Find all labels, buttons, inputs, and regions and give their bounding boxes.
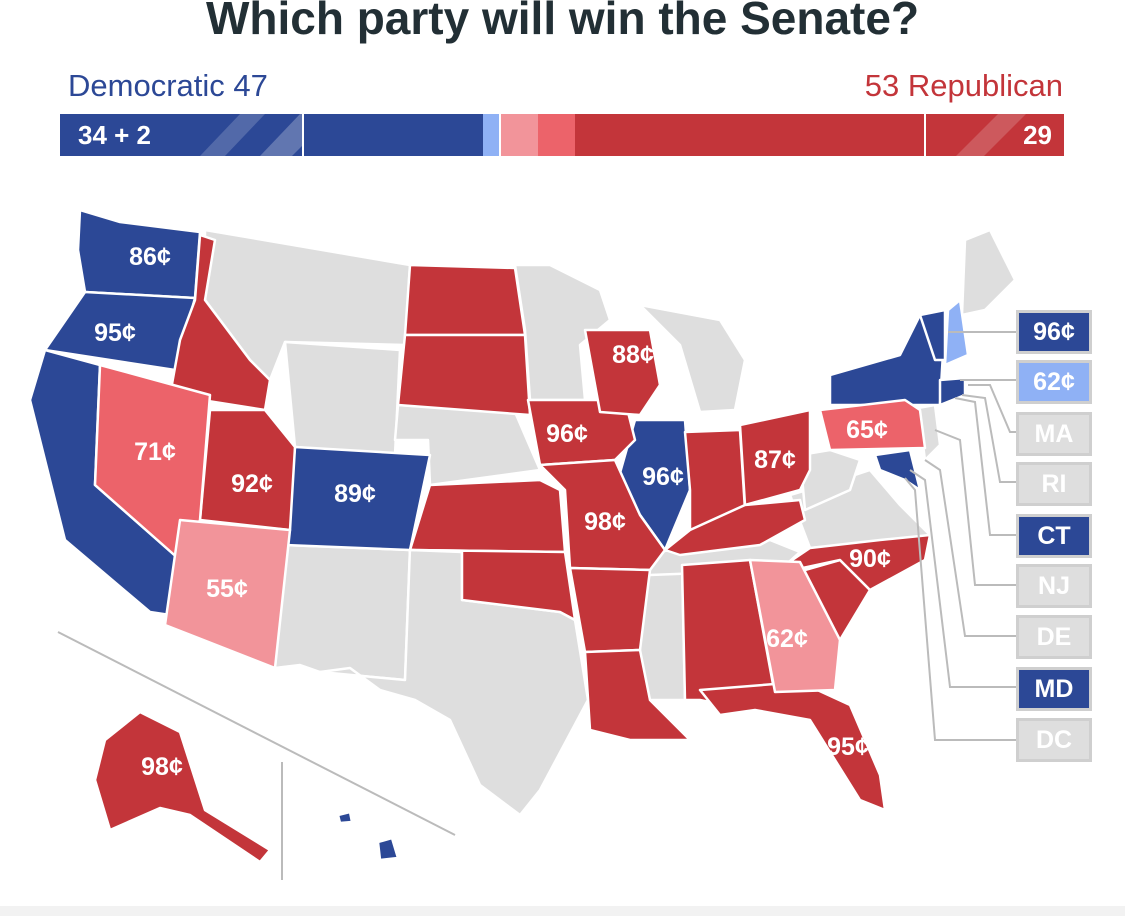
small-state-box[interactable]: DC [1016,718,1092,762]
small-state-box[interactable]: MA [1016,412,1092,456]
state-price-wa: 86¢ [129,243,171,271]
not-up-stripe [60,114,302,156]
state-price-az: 55¢ [206,575,248,603]
small-state-box[interactable]: MD [1016,667,1092,711]
state-me[interactable] [960,228,1017,317]
state-mi[interactable] [638,303,747,414]
rep-not-up-label: 29 [1023,120,1052,150]
state-price-fl: 95¢ [827,733,869,761]
not-up-stripe [926,114,1064,156]
state-hi[interactable] [376,836,400,862]
seat-bar-rep-lean [538,114,575,156]
state-price-ia: 96¢ [546,420,588,448]
state-ak[interactable] [93,710,272,864]
state-sd[interactable] [396,333,532,417]
state-hi-small[interactable] [336,810,354,825]
state-price-co: 89¢ [334,480,376,508]
state-price-wi: 88¢ [612,341,654,369]
state-ky[interactable] [663,498,807,557]
state-ks[interactable] [408,478,567,554]
state-price-nv: 71¢ [134,438,176,466]
state-nd[interactable] [403,263,527,337]
state-price-il: 96¢ [642,463,684,491]
state-az[interactable] [163,518,292,670]
republican-seat-total: 53 Republican [864,68,1063,103]
state-ga[interactable] [748,558,842,694]
state-price-pa: 65¢ [846,416,888,444]
small-state-box[interactable]: DE [1016,615,1092,659]
dem-not-up-label: 34 + 2 [78,120,152,150]
seat-bar-dem-not-up: 34 + 2 [60,114,304,156]
seat-bar-rep-tossup [501,114,538,156]
small-state-box[interactable]: CT [1016,514,1092,558]
state-price-or: 95¢ [94,319,136,347]
footer-bar [0,906,1125,916]
seat-bar-dem-safe [304,114,483,156]
state-nm[interactable] [273,543,412,682]
state-md[interactable] [873,448,922,492]
us-senate-map: 86¢ 95¢ 71¢ 55¢ 92¢ 89¢ 96¢ 98¢ 88¢ 96¢ 87¢ 62¢ 95¢ 9… [28,208,1017,880]
state-wv[interactable] [798,448,862,512]
page-title: Which party will win the Senate? [205,0,920,44]
seat-bar: 34 + 2 29 [60,114,1064,156]
state-price-nc: 90¢ [849,545,891,573]
state-fl[interactable] [698,680,887,812]
seat-bar-rep-safe [575,114,926,156]
state-ar[interactable] [568,566,652,654]
state-price-ak: 98¢ [141,753,183,781]
state-ct[interactable] [938,376,967,407]
state-nc[interactable] [768,533,932,592]
state-wy[interactable] [283,340,402,457]
small-state-box[interactable]: NJ [1016,564,1092,608]
state-mo[interactable] [538,458,667,572]
state-price-mo: 98¢ [584,508,626,536]
small-state-box[interactable]: RI [1016,462,1092,506]
inset-divider-ak [57,631,456,836]
state-ok[interactable] [408,548,577,622]
state-pa[interactable] [818,398,927,452]
seat-bar-dem-lean [483,114,501,156]
state-la[interactable] [583,648,692,742]
small-state-box[interactable]: 96¢ [1016,310,1092,354]
democratic-seat-total: Democratic 47 [68,68,268,103]
state-oh[interactable] [738,408,812,507]
state-id[interactable] [168,233,272,412]
state-price-ga: 62¢ [766,625,808,653]
seat-bar-rep-not-up: 29 [926,114,1064,156]
state-price-oh: 87¢ [754,446,796,474]
state-price-ut: 92¢ [231,470,273,498]
leader-lines [904,331,1016,741]
small-state-box[interactable]: 62¢ [1016,360,1092,404]
state-wi[interactable] [583,328,662,417]
